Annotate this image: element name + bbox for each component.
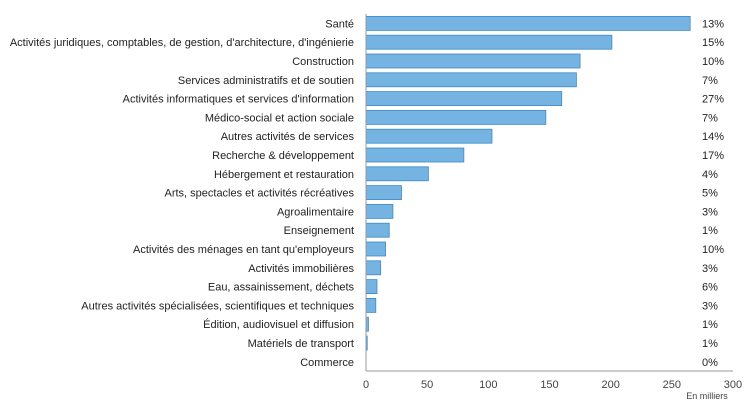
percent-label: 10% [702,56,724,68]
category-label: Activités immobilières [248,263,354,275]
category-label: Médico-social et action sociale [205,112,354,124]
x-tick-label: 300 [724,379,742,391]
bar [365,128,493,144]
category-label: Matériels de transport [248,338,354,350]
category-label: Édition, audiovisuel et diffusion [203,318,354,331]
bar [365,166,429,182]
category-label: Services administratifs et de soutien [178,75,354,87]
percent-label: 1% [702,338,718,350]
bar [365,297,377,313]
bar [365,91,563,106]
bar [365,203,394,219]
percent-label: 14% [702,131,724,143]
percent-label: 1% [702,319,718,331]
percent-label: 7% [702,112,718,124]
percent-label: 3% [702,300,718,312]
percent-label: 3% [702,263,718,275]
percent-label: 13% [702,18,724,30]
category-label: Autres activités spécialisées, scientifi… [81,300,354,312]
category-label: Arts, spectacles et activités récréative… [164,188,354,200]
x-tick-label: 0 [363,379,369,391]
category-label: Construction [292,56,354,68]
percent-label: 5% [702,188,718,200]
bar [365,222,390,238]
x-tick-label: 150 [540,379,558,391]
category-label: Activités informatiques et services d'in… [123,94,354,106]
x-axis-unit-label: En milliers [686,391,728,401]
percent-label: 10% [702,244,724,256]
bar [365,34,613,50]
category-label: Recherche & développement [212,150,354,162]
bar [365,260,382,276]
bar [365,110,547,125]
category-label: Activités juridiques, comptables, de ges… [10,37,354,49]
percent-label: 3% [702,206,718,218]
bars [365,15,691,351]
percent-labels: 13% 15% 10% 7% 27% 7% 14% 17% 4% 5% 3% 1% 10% 3% 6% 3% 1… [702,18,724,368]
bar [365,53,581,69]
category-label: Commerce [300,357,354,369]
category-label: Agroalimentaire [277,206,354,218]
percent-label: 27% [702,94,724,106]
x-tick-label: 100 [479,379,497,391]
percent-label: 7% [702,75,718,87]
percent-label: 0% [702,357,718,369]
category-label: Enseignement [284,225,354,237]
category-label: Autres activités de services [221,131,355,143]
percent-label: 4% [702,169,718,181]
bar [365,241,386,257]
x-tick-label: 250 [663,379,681,391]
category-label: Santé [325,18,354,30]
bar [365,279,378,295]
category-labels: Santé Activités juridiques, comptables, d… [10,18,355,368]
percent-label: 15% [702,37,724,49]
percent-label: 1% [702,225,718,237]
bar [365,147,465,163]
percent-label: 6% [702,282,718,294]
category-label: Eau, assainissement, déchets [208,282,355,294]
x-tick-label: 50 [421,379,433,391]
x-tick-label: 200 [601,379,619,391]
x-axis-ticks: 0 50 100 150 200 250 300 [363,379,742,391]
bar [365,72,577,88]
category-label: Activités des ménages en tant qu'employe… [133,244,354,256]
bar [365,15,691,31]
bar [365,185,402,201]
category-label: Hébergement et restauration [214,169,354,181]
percent-label: 17% [702,150,724,162]
